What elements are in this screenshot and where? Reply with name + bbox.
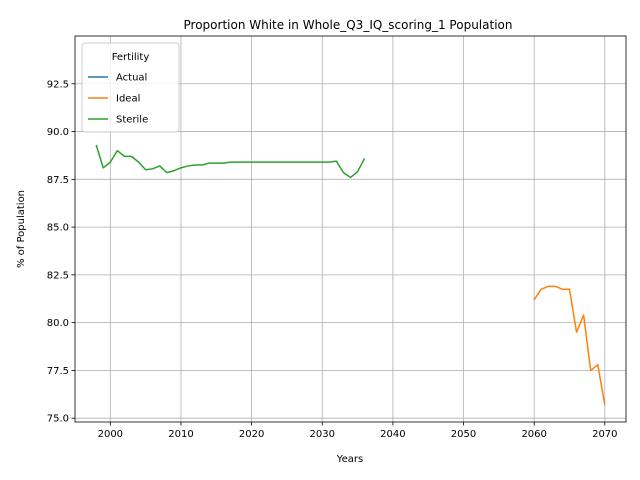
legend-label-sterile: Sterile — [116, 115, 148, 126]
legend-label-ideal: Ideal — [116, 94, 140, 105]
legend-title: Fertility — [112, 52, 150, 63]
y-tick-label: 85.0 — [47, 223, 69, 234]
x-axis-label: Years — [336, 454, 363, 465]
y-tick-label: 87.5 — [47, 175, 69, 186]
x-tick-label: 2070 — [592, 429, 617, 440]
x-tick-label: 2010 — [168, 429, 193, 440]
x-tick-label: 2020 — [239, 429, 264, 440]
x-tick-label: 2030 — [310, 429, 335, 440]
y-axis-label: % of Population — [16, 190, 27, 268]
y-tick-label: 80.0 — [47, 318, 69, 329]
x-tick-label: 2050 — [451, 429, 476, 440]
legend-label-actual: Actual — [116, 73, 147, 84]
y-tick-label: 75.0 — [47, 414, 69, 425]
y-tick-label: 92.5 — [47, 79, 69, 90]
x-tick-label: 2060 — [521, 429, 546, 440]
x-tick-label: 2000 — [98, 429, 123, 440]
y-tick-label: 90.0 — [47, 127, 69, 138]
y-tick-label: 82.5 — [47, 270, 69, 281]
x-tick-label: 2040 — [380, 429, 405, 440]
legend: Fertility Actual Ideal Sterile — [82, 43, 179, 132]
y-tick-label: 77.5 — [47, 366, 69, 377]
chart-title: Proportion White in Whole_Q3_IQ_scoring_… — [184, 18, 513, 32]
